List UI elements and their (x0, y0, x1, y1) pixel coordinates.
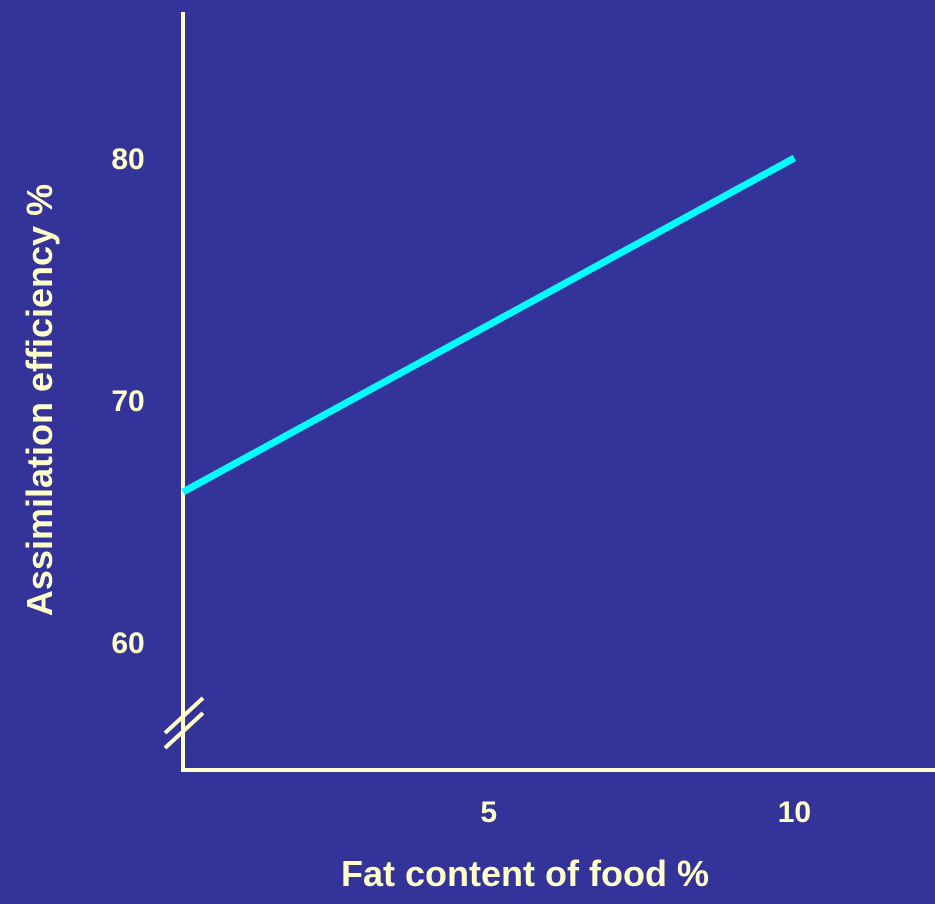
series-line (181, 154, 797, 496)
axes (163, 12, 935, 772)
y-axis-break-mark (163, 696, 205, 735)
y-tick-label: 80 (111, 143, 144, 176)
tick-labels: 60 70 80 5 10 (111, 143, 811, 829)
y-axis-label: Assimilation efficiency % (19, 184, 60, 616)
x-tick-label: 10 (778, 796, 811, 829)
y-axis-break-mark (163, 711, 205, 750)
series-layer (181, 154, 797, 496)
x-tick-label: 5 (480, 796, 497, 829)
y-tick-label: 60 (111, 627, 144, 660)
y-tick-label: 70 (111, 385, 144, 418)
x-axis-label: Fat content of food % (341, 853, 709, 894)
